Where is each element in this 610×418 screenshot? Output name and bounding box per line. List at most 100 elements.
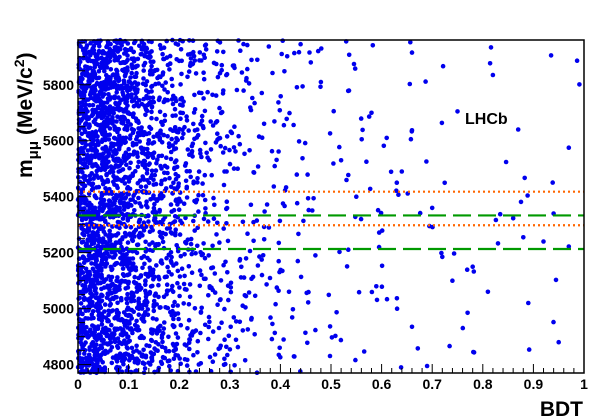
data-point	[169, 254, 174, 260]
data-point	[295, 258, 301, 264]
data-point	[105, 350, 110, 355]
data-point	[151, 308, 157, 314]
data-point	[108, 41, 113, 47]
data-point	[183, 215, 188, 221]
data-point	[93, 295, 99, 301]
data-point	[89, 85, 95, 91]
data-point	[122, 158, 128, 163]
data-point	[358, 216, 364, 222]
data-point	[226, 333, 232, 339]
data-point	[104, 172, 109, 178]
data-point	[160, 230, 166, 236]
data-point	[276, 240, 282, 246]
data-point	[98, 357, 103, 362]
data-point	[84, 363, 89, 369]
data-point	[211, 216, 217, 221]
data-point	[447, 343, 452, 349]
data-point	[85, 57, 90, 63]
data-point	[143, 184, 149, 189]
data-point	[120, 201, 126, 206]
data-point	[158, 305, 163, 310]
data-point	[98, 84, 103, 89]
data-point	[417, 210, 423, 216]
data-point	[87, 92, 93, 98]
data-point	[82, 48, 88, 54]
data-point	[86, 116, 91, 121]
data-point	[255, 164, 261, 169]
data-point	[142, 310, 148, 315]
data-point	[440, 63, 446, 69]
data-point	[259, 272, 265, 278]
data-point	[108, 264, 114, 270]
data-point	[94, 94, 99, 100]
data-point	[144, 93, 149, 99]
data-point	[89, 261, 94, 266]
data-point	[178, 82, 183, 87]
data-point	[89, 153, 94, 158]
data-point	[90, 231, 96, 237]
data-point	[143, 112, 148, 118]
data-point	[166, 334, 171, 340]
data-point	[167, 363, 172, 369]
data-point	[121, 78, 127, 83]
data-point	[88, 136, 93, 141]
data-point	[205, 89, 210, 95]
data-point	[551, 319, 556, 325]
data-point	[311, 196, 316, 201]
data-point	[326, 292, 332, 298]
data-point	[214, 49, 220, 54]
data-point	[298, 274, 304, 280]
data-point	[218, 297, 223, 302]
data-point	[126, 179, 132, 184]
data-point	[106, 292, 111, 298]
data-point	[225, 270, 230, 275]
data-point	[252, 100, 257, 106]
data-point	[84, 333, 90, 339]
data-point	[261, 121, 267, 127]
data-point	[85, 148, 91, 153]
data-point	[296, 231, 301, 237]
data-point	[117, 225, 122, 231]
data-point	[90, 235, 95, 241]
data-point	[415, 346, 421, 351]
data-point	[296, 139, 302, 144]
data-point	[233, 149, 238, 154]
data-point	[522, 175, 527, 181]
data-point	[170, 83, 175, 89]
data-point	[170, 101, 176, 107]
data-point	[156, 282, 161, 288]
data-point	[337, 144, 342, 150]
data-point	[210, 359, 216, 365]
data-point	[91, 43, 97, 49]
data-point	[394, 296, 400, 301]
data-point	[171, 356, 177, 362]
data-point	[276, 149, 281, 154]
data-point	[199, 305, 204, 311]
y-axis-label: mμμ (MeV/c2)	[11, 52, 42, 178]
data-point	[305, 196, 311, 201]
data-point	[369, 110, 374, 116]
data-point	[99, 55, 104, 61]
data-point	[191, 330, 196, 335]
data-point	[180, 103, 185, 108]
data-point	[159, 335, 165, 341]
data-point	[107, 169, 113, 174]
data-point	[99, 257, 105, 263]
data-point	[296, 49, 302, 55]
data-point	[289, 315, 295, 320]
data-point	[337, 249, 342, 255]
data-point	[114, 307, 120, 313]
data-point	[173, 41, 179, 46]
data-point	[117, 133, 122, 139]
data-point	[374, 284, 379, 289]
data-point	[92, 329, 97, 335]
data-point	[273, 301, 278, 307]
data-point	[80, 291, 86, 297]
data-point	[249, 276, 254, 282]
data-point	[120, 317, 126, 323]
data-point	[125, 240, 131, 245]
data-point	[92, 335, 98, 341]
data-point	[206, 293, 211, 298]
data-point	[115, 83, 121, 89]
data-point	[146, 360, 151, 366]
